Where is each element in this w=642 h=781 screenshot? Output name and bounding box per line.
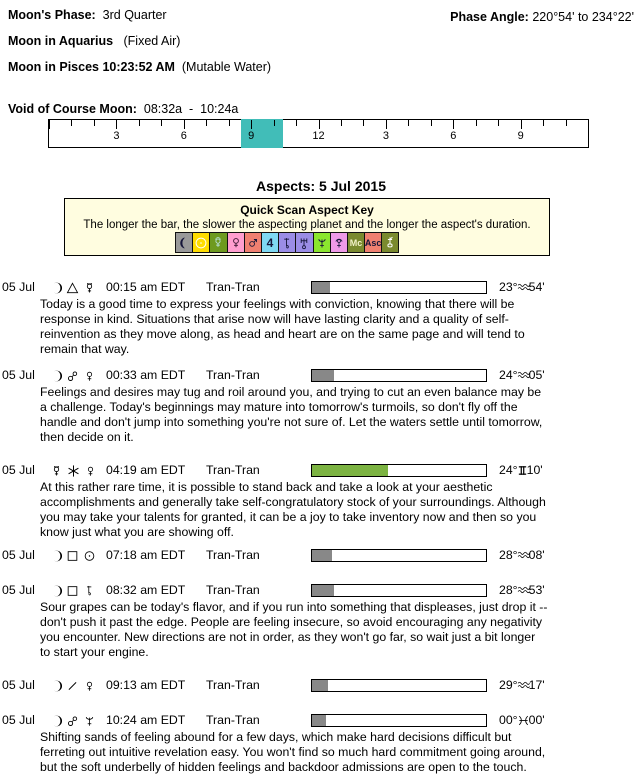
svg-text:4: 4 bbox=[267, 236, 274, 250]
